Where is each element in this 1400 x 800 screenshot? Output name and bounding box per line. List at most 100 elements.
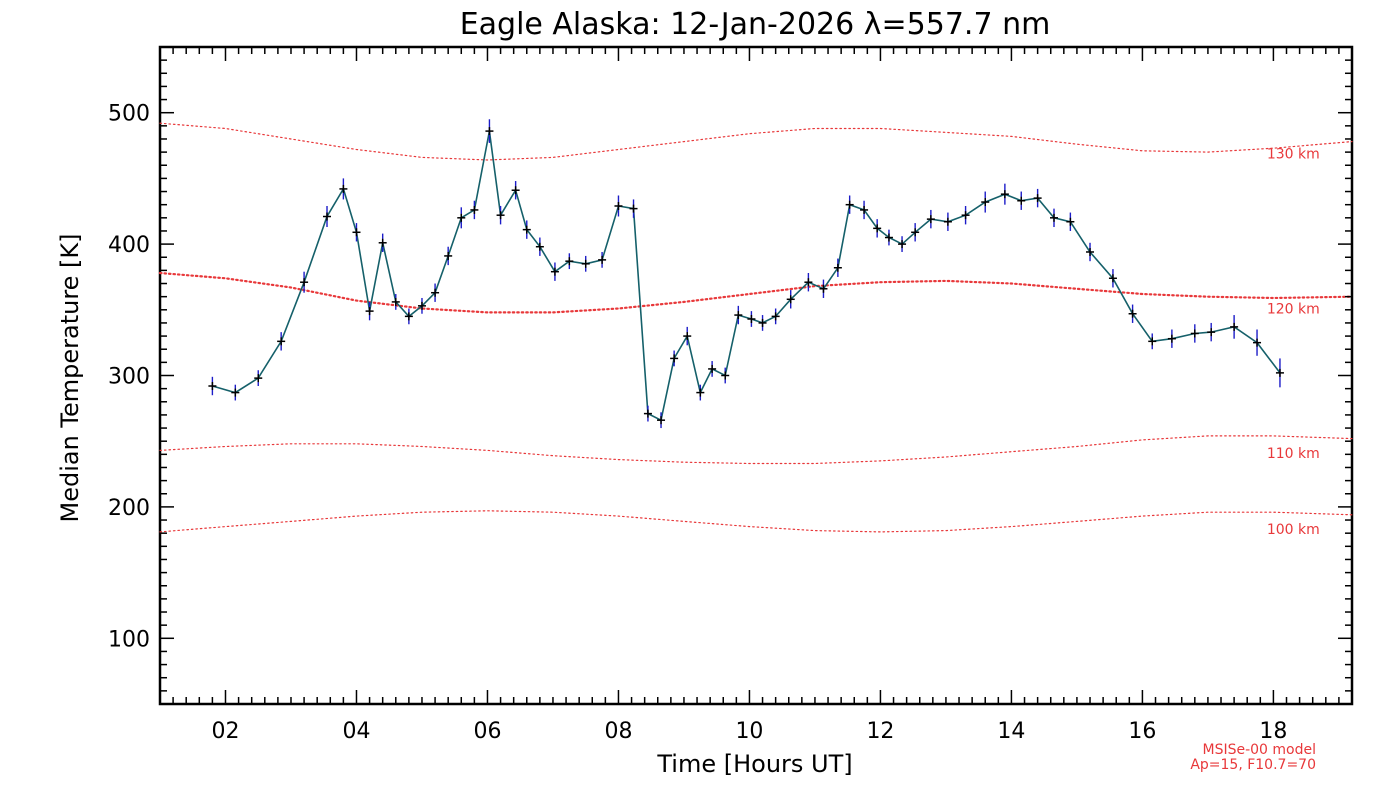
model-curve-label: 120 km [1267, 301, 1320, 317]
y-axis-label: Median Temperature [K] [56, 233, 84, 522]
data-point [708, 364, 717, 373]
data-point [819, 284, 828, 293]
data-point [535, 242, 544, 251]
data-point [417, 301, 426, 310]
data-point [943, 217, 952, 226]
y-tick-label: 300 [108, 365, 150, 390]
data-point [721, 371, 730, 380]
data-point [1207, 328, 1216, 337]
axis-ticks [159, 46, 1353, 705]
x-tick-label: 08 [604, 719, 632, 744]
model-curve-label: 130 km [1267, 146, 1320, 162]
x-tick-label: 14 [997, 719, 1025, 744]
plot-border [158, 45, 1354, 706]
model-curve [159, 122, 1353, 161]
data-series [208, 119, 1284, 429]
data-point [845, 200, 854, 209]
data-point [1128, 309, 1137, 318]
data-point [457, 213, 466, 222]
data-point [961, 211, 970, 220]
data-point [1275, 368, 1284, 377]
data-point [565, 257, 574, 266]
model-curves: 130 km 120 km 110 km 100 km [158, 122, 1354, 538]
y-tick-label: 200 [108, 496, 150, 521]
x-tick-label: 16 [1128, 719, 1156, 744]
data-point [300, 278, 309, 287]
data-point [470, 205, 479, 214]
data-point [696, 388, 705, 397]
data-point [747, 314, 756, 323]
model-curve-label: 110 km [1267, 446, 1320, 462]
model-curve [159, 435, 1353, 465]
data-point [511, 186, 520, 195]
model-curve [159, 510, 1353, 533]
data-point [1190, 329, 1199, 338]
data-point [833, 263, 842, 272]
data-point [431, 288, 440, 297]
data-point [1000, 190, 1009, 199]
data-point [598, 255, 607, 264]
x-tick-label: 02 [211, 719, 239, 744]
tick-labels: 02 04 06 08 10 12 14 16 18 100 200 300 400 500 [108, 102, 1287, 744]
data-point [758, 318, 767, 327]
data-point [683, 332, 692, 341]
data-point [670, 354, 679, 363]
data-point [391, 297, 400, 306]
data-point [522, 225, 531, 234]
model-curve-label: 100 km [1267, 522, 1320, 538]
data-point [1033, 194, 1042, 203]
data-point [339, 184, 348, 193]
data-point [208, 382, 217, 391]
x-tick-label: 10 [735, 719, 763, 744]
data-point [786, 295, 795, 304]
data-point [873, 224, 882, 233]
data-point [981, 198, 990, 207]
data-point [1253, 338, 1262, 347]
chart-title: Eagle Alaska: 12-Jan-2026 λ=557.7 nm [460, 7, 1051, 42]
data-point [581, 259, 590, 268]
data-point [378, 238, 387, 247]
data-point [643, 409, 652, 418]
data-point [323, 212, 332, 221]
y-tick-label: 100 [108, 627, 150, 652]
data-point [496, 211, 505, 220]
model-curve [158, 271, 1354, 314]
data-point [352, 228, 361, 237]
data-point [1086, 247, 1095, 256]
x-tick-label: 18 [1259, 719, 1287, 744]
model-footnote-line2: Ap=15, F10.7=70 [1190, 757, 1316, 773]
data-point [884, 233, 893, 242]
data-point [614, 201, 623, 210]
data-point [254, 374, 263, 383]
data-point [231, 388, 240, 397]
x-tick-label: 06 [473, 719, 501, 744]
data-point [771, 312, 780, 321]
data-point [926, 215, 935, 224]
data-point [1066, 217, 1075, 226]
data-point [734, 311, 743, 320]
y-tick-label: 400 [108, 233, 150, 258]
model-footnote-line1: MSISe-00 model [1202, 742, 1316, 758]
data-point [1108, 274, 1117, 283]
data-point [1167, 334, 1176, 343]
x-tick-label: 04 [342, 719, 370, 744]
data-point [657, 416, 666, 425]
y-tick-label: 500 [108, 102, 150, 127]
data-point [485, 127, 494, 136]
data-point [860, 205, 869, 214]
data-point [1148, 337, 1157, 346]
data-point [277, 337, 286, 346]
data-point [1230, 322, 1239, 331]
plot-frame [158, 45, 1354, 706]
data-point [1050, 213, 1058, 222]
x-tick-label: 12 [866, 719, 894, 744]
data-point [804, 278, 813, 287]
data-point [629, 204, 638, 213]
data-point [550, 267, 559, 276]
data-point [365, 307, 374, 316]
data-point [444, 251, 453, 260]
data-point [404, 312, 413, 321]
x-axis-label: Time [Hours UT] [656, 750, 852, 778]
data-point [911, 228, 920, 237]
